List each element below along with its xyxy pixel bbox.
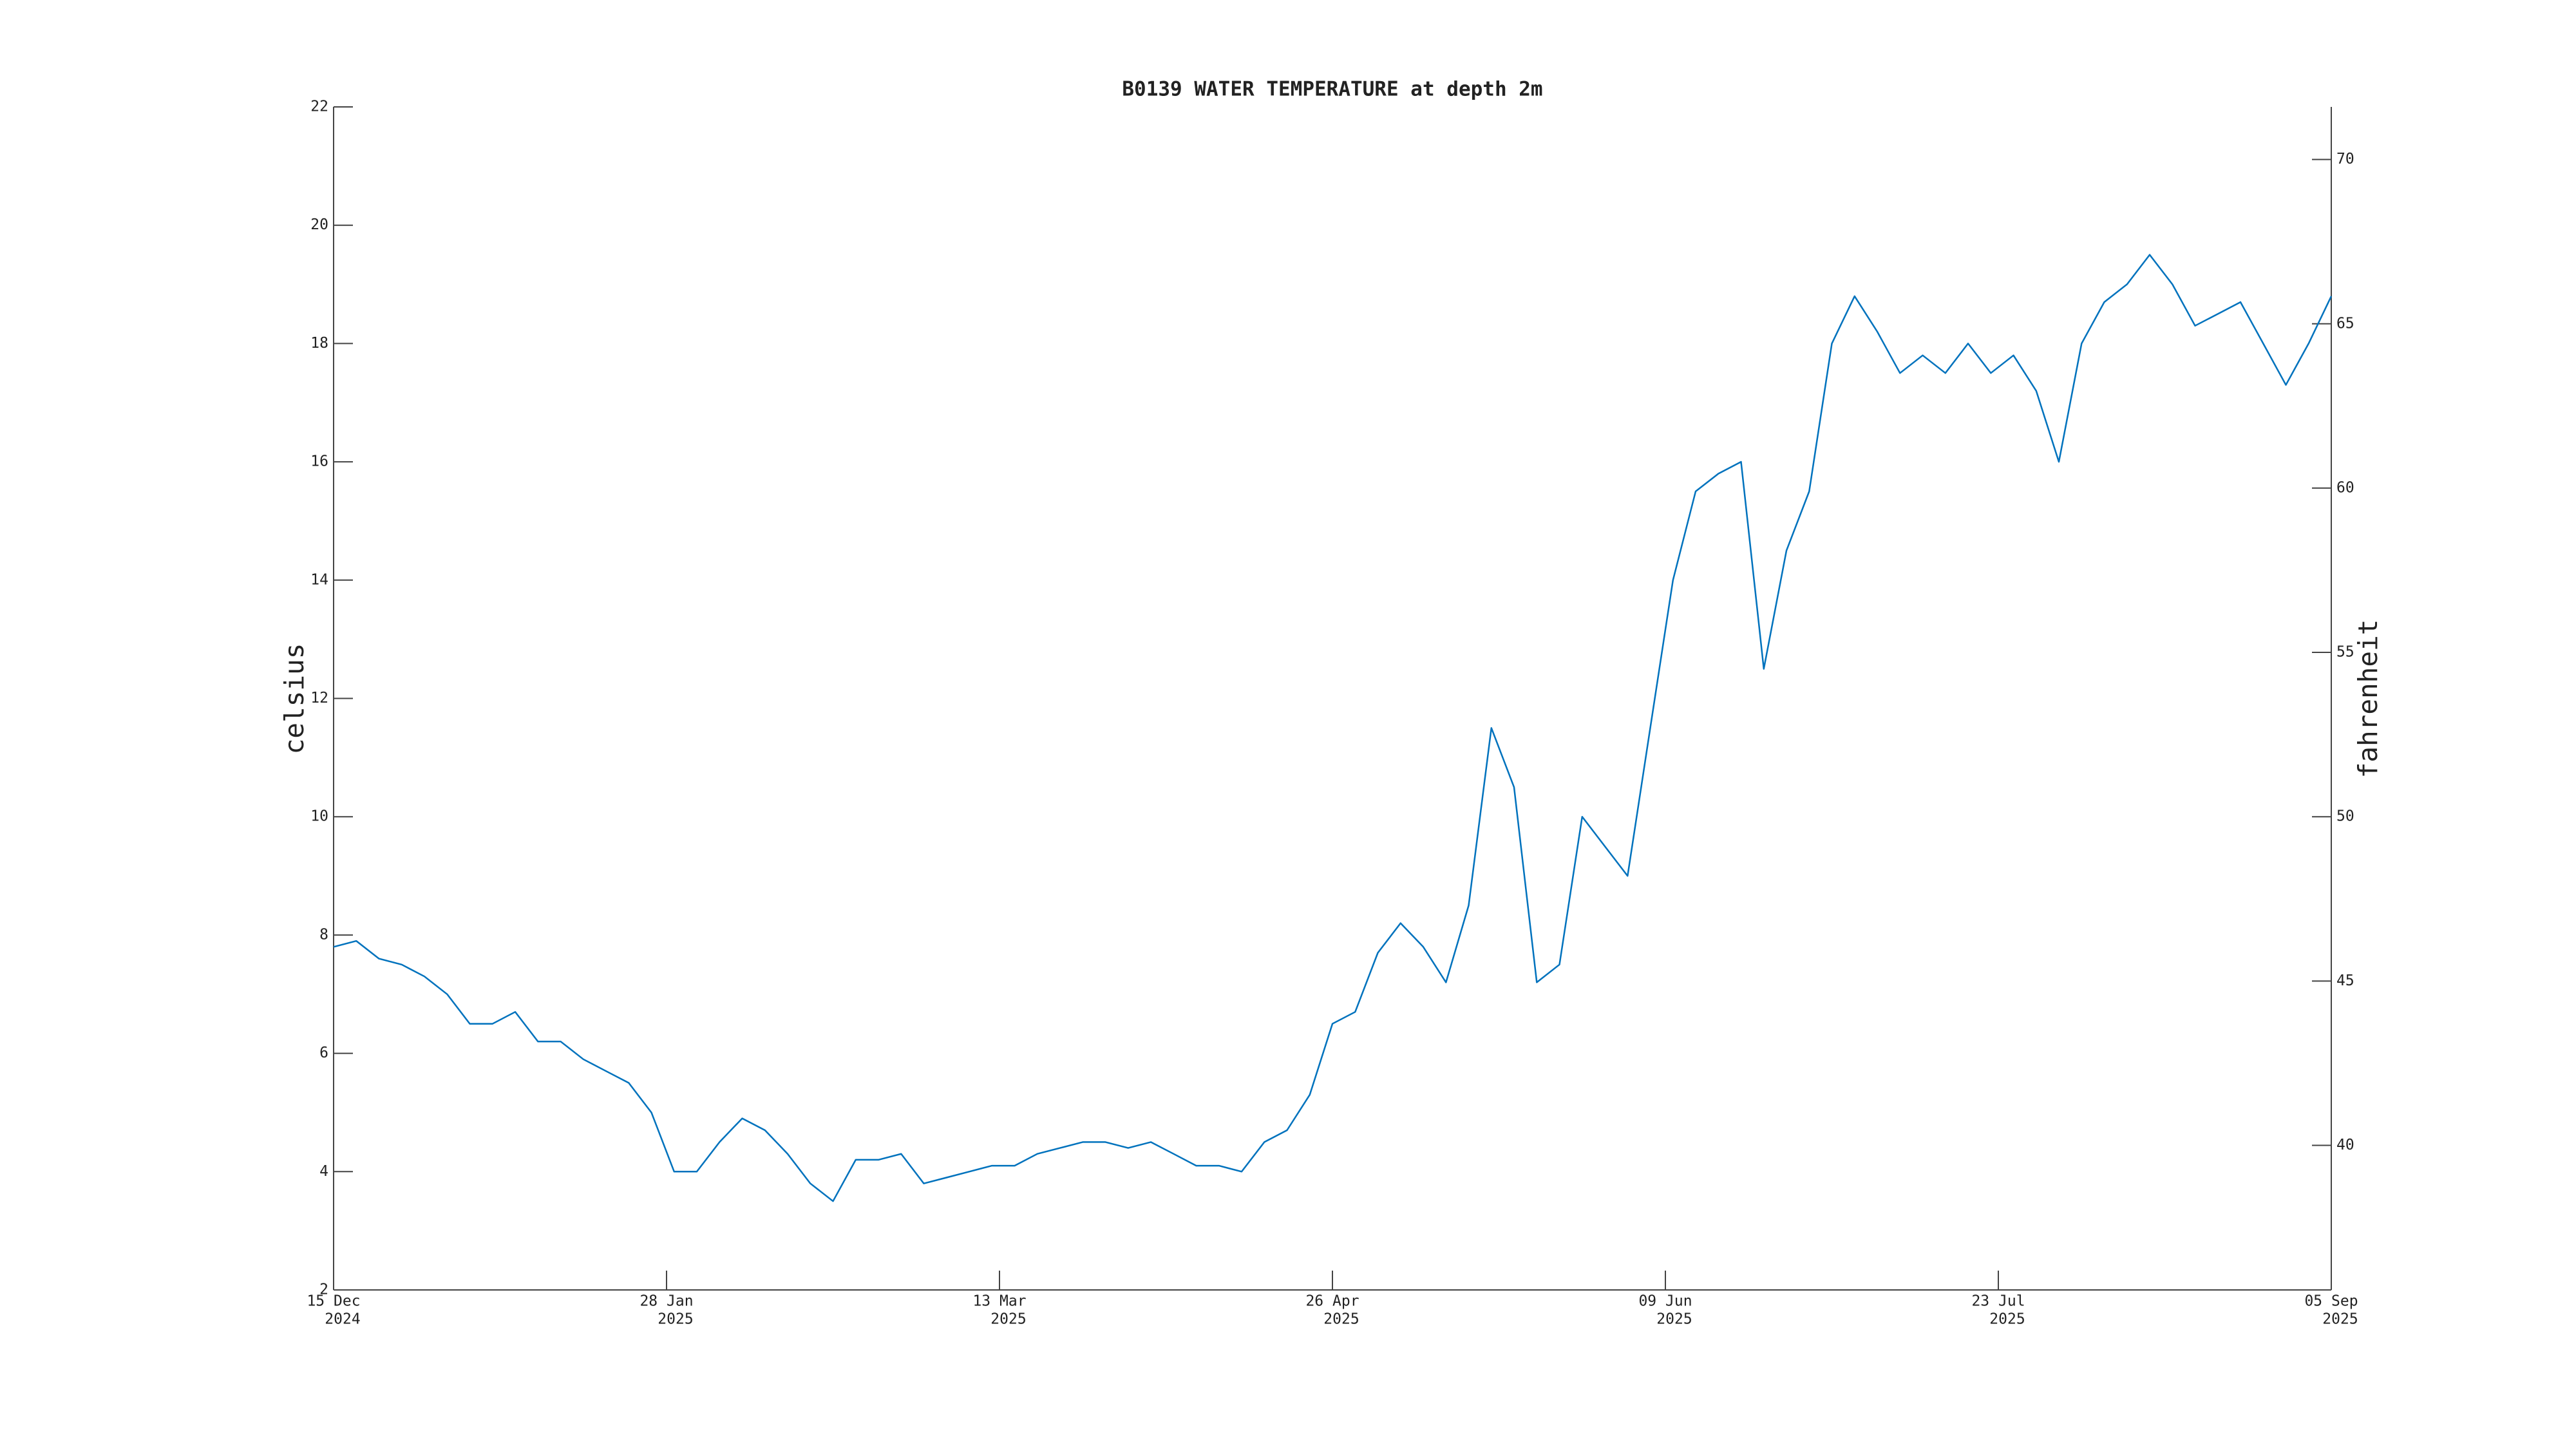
data-line: [333, 254, 2333, 1202]
y2-tick-label: 65: [2336, 315, 2354, 332]
x-tick-label: 23 Jul: [1971, 1293, 2025, 1310]
y-tick-label: 10: [310, 808, 328, 825]
y-tick-label: 20: [310, 216, 328, 233]
y2-tick-label: 45: [2336, 972, 2354, 989]
y-tick-label: 4: [319, 1163, 328, 1180]
x-tick-label: 13 Mar: [972, 1293, 1026, 1310]
x-tick-label: 15 Dec: [307, 1293, 360, 1310]
y2-tick-label: 50: [2336, 808, 2354, 825]
x-tick-sublabel: 2025: [658, 1311, 693, 1328]
y2-tick-label: 70: [2336, 151, 2354, 167]
y-tick-label: 16: [310, 453, 328, 470]
y-tick-label: 2: [319, 1282, 328, 1298]
x-tick-sublabel: 2024: [325, 1311, 360, 1328]
x-tick-label: 09 Jun: [1638, 1293, 1692, 1310]
x-tick-sublabel: 2025: [1323, 1311, 1359, 1328]
y2-axis-label: fahrenheit: [2353, 620, 2383, 779]
y-tick-label: 22: [310, 99, 328, 115]
x-tick-sublabel: 2025: [1656, 1311, 1692, 1328]
y-tick-label: 14: [310, 571, 328, 588]
x-tick-sublabel: 2025: [1989, 1311, 2025, 1328]
x-tick-label: 05 Sep: [2304, 1293, 2358, 1310]
x-tick-sublabel: 2025: [990, 1311, 1026, 1328]
y-axis-label: celsius: [279, 643, 310, 755]
y-tick-label: 8: [319, 926, 328, 943]
y-tick-label: 12: [310, 690, 328, 706]
y-tick-label: 6: [319, 1045, 328, 1061]
x-tick-label: 26 Apr: [1305, 1293, 1359, 1310]
x-tick-label: 28 Jan: [639, 1293, 693, 1310]
y-tick-label: 18: [310, 335, 328, 352]
y2-tick-label: 55: [2336, 644, 2354, 661]
y2-tick-label: 60: [2336, 479, 2354, 496]
y2-tick-label: 40: [2336, 1137, 2354, 1153]
chart-title: B0139 WATER TEMPERATURE at depth 2m: [1122, 78, 1542, 101]
x-tick-sublabel: 2025: [2322, 1311, 2358, 1328]
